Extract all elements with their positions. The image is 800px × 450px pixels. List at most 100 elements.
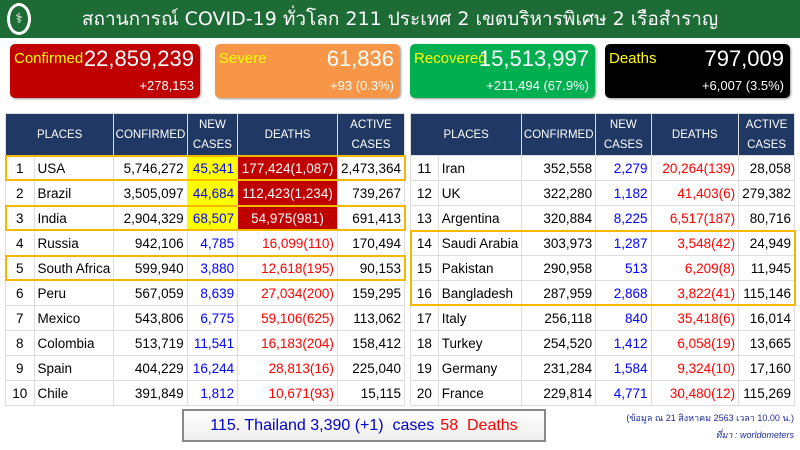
rank: 9 [5, 355, 35, 381]
card-label: Severe [219, 50, 267, 67]
rank: 16 [410, 280, 439, 306]
table-row: 15 Pakistan 290,958 513 6,209(8) 11,945 [410, 255, 795, 281]
card-change: +211,494 (67.9%) [486, 78, 589, 93]
card-change: +6,007 (3.5%) [701, 78, 784, 93]
rank: 8 [5, 330, 35, 356]
deaths: 54,975(981) [237, 205, 338, 231]
rank: 13 [410, 205, 439, 231]
new-cases: 2,868 [595, 280, 652, 306]
place: Germany [437, 355, 523, 381]
active-cases: 115,269 [738, 380, 795, 406]
new-cases: 68,507 [186, 205, 239, 231]
new-cases: 11,541 [186, 330, 239, 356]
confirmed: 290,958 [521, 255, 597, 281]
deaths: 28,813(16) [237, 355, 338, 381]
rank: 12 [410, 180, 439, 206]
col-active: ACTIVE CASES [336, 113, 406, 156]
deaths: 35,418(6) [650, 305, 740, 331]
rank: 3 [5, 205, 35, 231]
new-cases: 1,412 [595, 330, 652, 356]
active-cases: 113,062 [336, 305, 406, 331]
rank: 15 [410, 255, 439, 281]
active-cases: 11,945 [738, 255, 795, 281]
deaths: 9,324(10) [650, 355, 740, 381]
new-cases: 1,584 [595, 355, 652, 381]
new-cases: 2,279 [595, 155, 652, 181]
deaths: 41,403(6) [650, 180, 740, 206]
confirmed: 404,229 [113, 355, 188, 381]
place: Turkey [437, 330, 523, 356]
confirmed: 391,849 [113, 380, 188, 406]
confirmed: 320,884 [521, 205, 597, 231]
card-recovered: Recovered 15,513,997 +211,494 (67.9%) [410, 44, 595, 98]
confirmed: 256,118 [521, 305, 597, 331]
table-row: 19 Germany 231,284 1,584 9,324(10) 17,16… [410, 355, 795, 381]
header-row: PLACES CONFIRMED NEW CASES DEATHS ACTIVE… [4, 113, 406, 156]
new-cases: 1,812 [186, 380, 239, 406]
col-active: ACTIVE CASES [738, 113, 795, 156]
active-cases: 279,382 [738, 180, 795, 206]
active-cases: 13,665 [738, 330, 795, 356]
rank: 18 [410, 330, 439, 356]
place: UK [437, 180, 523, 206]
active-cases: 2,473,364 [336, 155, 406, 181]
new-cases: 6,775 [186, 305, 239, 331]
active-cases: 225,040 [336, 355, 406, 381]
confirmed: 599,940 [113, 255, 188, 281]
confirmed: 254,520 [521, 330, 597, 356]
right-table: PLACES CONFIRMED NEW CASES DEATHS ACTIVE… [409, 113, 795, 406]
table-row: 3 India 2,904,329 68,507 54,975(981) 691… [5, 205, 406, 231]
place: Brazil [33, 180, 115, 206]
deaths: 177,424(1,087) [237, 155, 338, 181]
deaths: 20,264(139) [650, 155, 740, 181]
rank: 5 [5, 255, 35, 281]
confirmed: 231,284 [521, 355, 597, 381]
table-row: 8 Colombia 513,719 11,541 16,183(204) 15… [5, 330, 406, 356]
place: Pakistan [437, 255, 523, 281]
thailand-deaths: 58 Deaths [440, 416, 518, 434]
deaths: 30,480(12) [650, 380, 740, 406]
deaths: 6,058(19) [650, 330, 740, 356]
table-row: 5 South Africa 599,940 3,880 12,618(195)… [5, 255, 406, 281]
place: France [437, 380, 523, 406]
confirmed: 322,280 [521, 180, 597, 206]
deaths: 6,209(8) [650, 255, 740, 281]
active-cases: 15,115 [336, 380, 406, 406]
active-cases: 159,295 [336, 280, 406, 306]
active-cases: 158,412 [336, 330, 406, 356]
col-new-cases: NEW CASES [186, 113, 239, 156]
new-cases: 44,684 [186, 180, 239, 206]
confirmed: 287,959 [521, 280, 597, 306]
place: Mexico [33, 305, 115, 331]
deaths: 59,106(625) [237, 305, 338, 331]
place: South Africa [33, 255, 115, 281]
table-row: 17 Italy 256,118 840 35,418(6) 16,014 [410, 305, 795, 331]
place: Colombia [33, 330, 115, 356]
table-row: 4 Russia 942,106 4,785 16,099(110) 170,4… [5, 230, 406, 256]
deaths: 16,183(204) [237, 330, 338, 356]
place: Argentina [437, 205, 523, 231]
active-cases: 170,494 [336, 230, 406, 256]
col-confirmed: CONFIRMED [113, 113, 188, 156]
table-row: 7 Mexico 543,806 6,775 59,106(625) 113,0… [5, 305, 406, 331]
active-cases: 115,146 [738, 280, 795, 306]
table-row: 10 Chile 391,849 1,812 10,671(93) 15,115 [5, 380, 406, 406]
rank: 10 [5, 380, 35, 406]
new-cases: 8,639 [186, 280, 239, 306]
new-cases: 8,225 [595, 205, 652, 231]
page-title: สถานการณ์ COVID-19 ทั่วโลก 211 ประเทศ 2 … [81, 8, 719, 30]
confirmed: 5,746,272 [113, 155, 188, 181]
active-cases: 691,413 [336, 205, 406, 231]
card-value: 22,859,239 [83, 46, 194, 71]
place: Chile [33, 380, 115, 406]
table-row: 6 Peru 567,059 8,639 27,034(200) 159,295 [5, 280, 406, 306]
rank: 17 [410, 305, 439, 331]
rank: 2 [5, 180, 35, 206]
rank: 1 [5, 155, 35, 181]
confirmed: 543,806 [113, 305, 188, 331]
confirmed: 352,558 [521, 155, 597, 181]
new-cases: 16,244 [186, 355, 239, 381]
confirmed: 303,973 [521, 230, 597, 256]
confirmed: 229,814 [521, 380, 597, 406]
card-label: Recovered [414, 50, 487, 67]
